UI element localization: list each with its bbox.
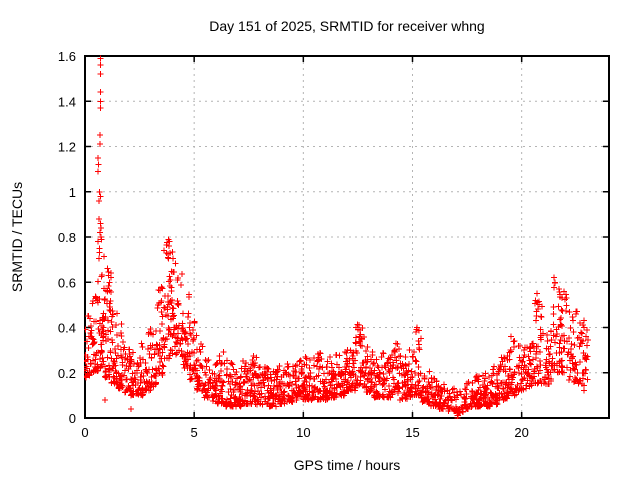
- x-tick-label: 10: [296, 425, 310, 440]
- x-tick-label: 0: [81, 425, 88, 440]
- y-tick-label: 0.8: [58, 230, 76, 245]
- y-tick-label: 0.6: [58, 275, 76, 290]
- y-tick-label: 1.2: [58, 140, 76, 155]
- data-points: [84, 55, 591, 419]
- y-tick-label: 1: [69, 185, 76, 200]
- x-axis-label: GPS time / hours: [294, 457, 401, 473]
- y-tick-label: 0.4: [58, 321, 76, 336]
- y-axis-label: SRMTID / TECUs: [9, 182, 25, 292]
- x-tick-label: 20: [514, 425, 528, 440]
- plot-area: 0 5 10 15 20 0 0.2 0.4 0.6 0.8 1 1.2 1.4 1.6: [58, 49, 610, 440]
- y-tick-label: 0.2: [58, 366, 76, 381]
- x-tick-label: 5: [191, 425, 198, 440]
- y-tick-label: 0: [69, 411, 76, 426]
- y-tick-label: 1.4: [58, 94, 76, 109]
- x-tick-label: 15: [405, 425, 419, 440]
- chart-title: Day 151 of 2025, SRMTID for receiver whn…: [209, 18, 484, 34]
- y-tick-label: 1.6: [58, 49, 76, 64]
